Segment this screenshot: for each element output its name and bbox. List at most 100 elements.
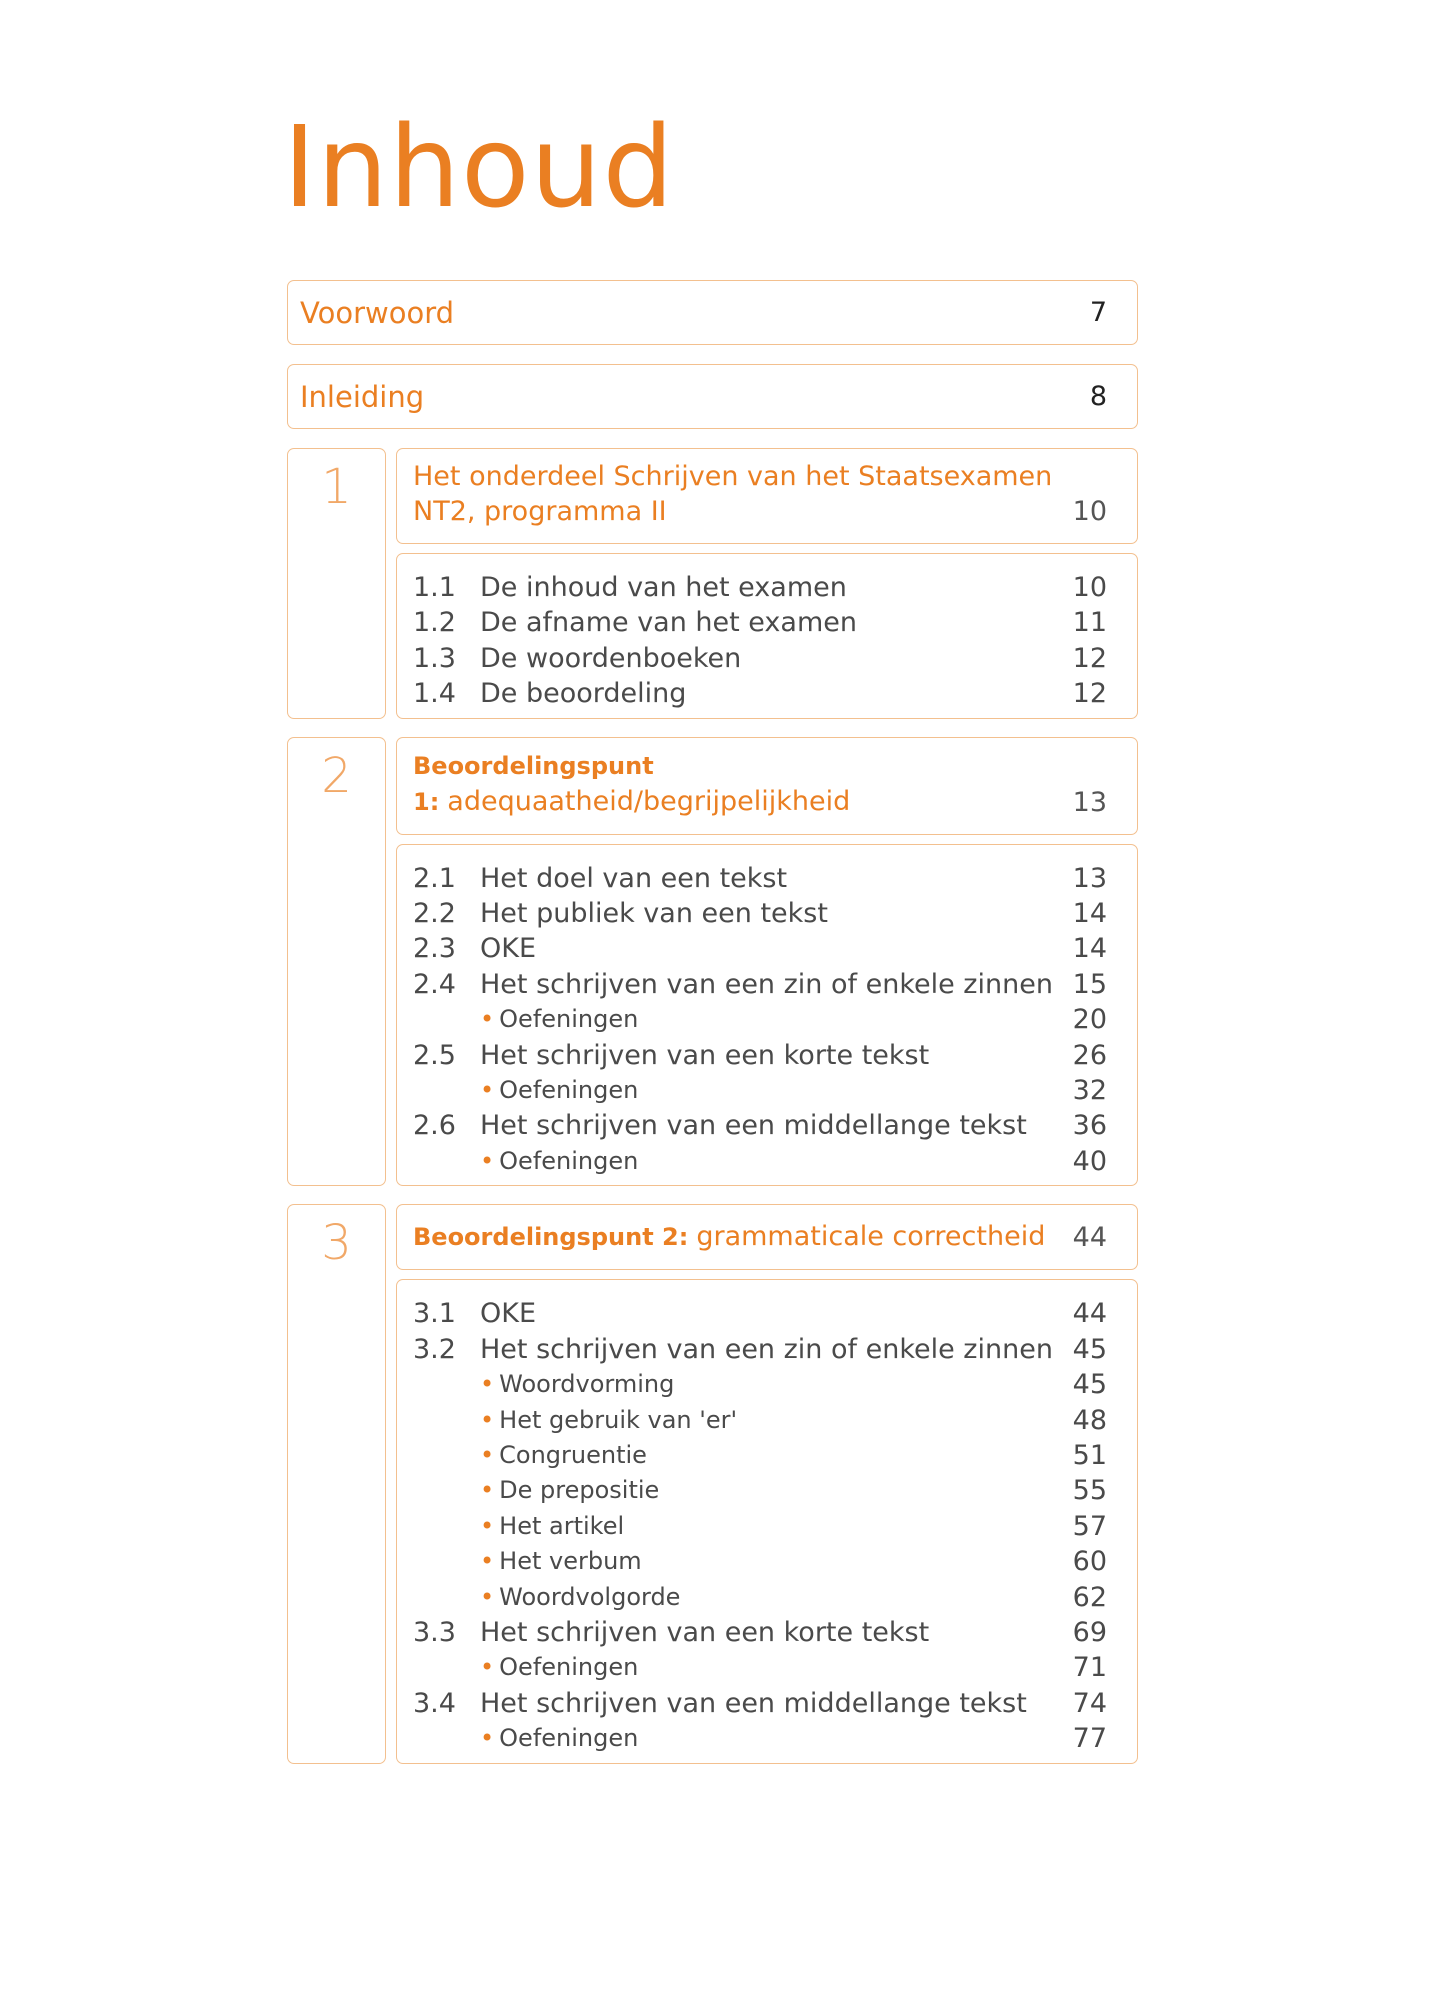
chapter-number: 3: [287, 1204, 386, 1764]
page-number: 44: [1072, 1222, 1107, 1254]
section-entry: 3.3 Het schrijven van een korte tekst 69: [413, 1615, 1107, 1650]
page-number: 69: [1072, 1616, 1107, 1648]
chapter-content: Beoordelingspunt 2: grammaticale correcth…: [396, 1204, 1138, 1764]
section-title: Het schrijven van een zin of enkele zinn…: [480, 968, 1053, 1000]
indent: [413, 1073, 480, 1108]
page-number: 7: [1089, 297, 1107, 328]
chapter: 1 Het onderdeel Schrijven van het Staatse…: [287, 448, 1138, 719]
section-title: De beoordeling: [480, 678, 687, 710]
section-number: 3.2: [413, 1333, 456, 1365]
indent: [413, 1473, 480, 1508]
section-title: Woordvolgorde: [480, 1580, 1073, 1615]
section-title: De inhoud van het examen: [480, 572, 847, 603]
heading-text: Het onderdeel Schrijven van het Staatsex…: [413, 459, 1053, 529]
section-entry: 3.1 OKE 44: [413, 1296, 1107, 1331]
page-number: 13: [1072, 786, 1107, 818]
page-number: 20: [1072, 1004, 1107, 1036]
heading-title: Het onderdeel Schrijven van het Staatsex…: [413, 461, 1053, 527]
section-number: 1.2: [413, 607, 456, 639]
page-number: 12: [1072, 642, 1107, 674]
section-title: OKE: [480, 1298, 537, 1330]
page-number: 8: [1089, 381, 1107, 412]
section-title: De prepositie: [480, 1473, 1073, 1508]
heading-label: Beoordelingspunt 2:: [413, 1223, 689, 1252]
section-title: Woordvorming: [480, 1367, 1073, 1402]
page-number: 71: [1072, 1652, 1107, 1684]
section-title: De woordenboeken: [480, 642, 742, 674]
section-title: Het verbum: [480, 1544, 1073, 1579]
section-title: Oefeningen: [480, 1721, 1073, 1756]
page-number: 10: [1072, 572, 1107, 603]
section-entry: 1.2 De afname van het examen 11: [413, 605, 1107, 640]
section-title: Het doel van een tekst: [480, 862, 788, 894]
chapter-number: 2: [287, 736, 386, 1187]
page-number: 44: [1072, 1298, 1107, 1330]
section-list: 2.1 Het doel van een tekst 13 2.2 Het publie…: [396, 843, 1138, 1187]
chapter-number: 1: [287, 448, 386, 719]
section-entry: 2.3 OKE 14: [413, 931, 1107, 966]
section-list: 1.1 De inhoud van het examen 10 1.2 De afnam…: [396, 553, 1138, 719]
indent: [413, 1002, 480, 1037]
section-entry: 1.4 De beoordeling 12: [413, 676, 1107, 711]
page-number: 40: [1072, 1145, 1107, 1177]
section-title: Oefeningen: [480, 1073, 1073, 1108]
section-title: Oefeningen: [480, 1650, 1073, 1685]
page-number: 51: [1072, 1439, 1107, 1471]
front-entry: Inleiding 8: [287, 364, 1138, 429]
chapter-heading: Beoordelingspunt 1: adequaatheid/begrijpe…: [396, 736, 1138, 835]
page-number: 36: [1072, 1110, 1107, 1142]
heading-title: grammaticale correctheid: [696, 1221, 1046, 1253]
indent: [413, 1144, 480, 1179]
heading-title: adequaatheid/begrijpelijkheid: [447, 785, 851, 817]
chapter-heading: Beoordelingspunt 2: grammaticale correcth…: [396, 1204, 1138, 1271]
section-title: Het schrijven van een korte tekst: [480, 1616, 930, 1648]
chapter-content: Beoordelingspunt 1: adequaatheid/begrijpe…: [396, 736, 1138, 1187]
indent: [413, 1403, 480, 1438]
section-number: 3.1: [413, 1298, 456, 1330]
section-title: Congruentie: [480, 1438, 1073, 1473]
title: Inhoud: [283, 103, 675, 233]
section-entry: 2.4 Het schrijven van een zin of enkele z…: [413, 967, 1107, 1002]
chapter: 3 Beoordelingspunt 2: grammaticale correct…: [287, 1204, 1138, 1764]
section-entry: 1.1 De inhoud van het examen 10: [413, 570, 1107, 605]
section-number: 3.4: [413, 1687, 456, 1719]
chapter-heading: Het onderdeel Schrijven van het Staatsex…: [396, 448, 1138, 544]
page-number: 26: [1072, 1039, 1107, 1071]
section-title: Oefeningen: [480, 1002, 1073, 1037]
page-number: 12: [1072, 678, 1107, 710]
page-number: 45: [1072, 1333, 1107, 1365]
page-number: 15: [1072, 968, 1107, 1000]
indent: [413, 1721, 480, 1756]
indent: [413, 1544, 480, 1579]
page-number: 55: [1072, 1475, 1107, 1507]
section-number: 2.5: [413, 1039, 456, 1071]
section-entry: Het gebruik van 'er'48: [413, 1403, 1107, 1438]
section-number: 2.1: [413, 862, 456, 894]
section-entry: 3.4 Het schrijven van een middellange tek…: [413, 1686, 1107, 1721]
section-title: Het schrijven van een middellange tekst: [480, 1110, 1027, 1142]
page-number: 60: [1072, 1546, 1107, 1578]
section-title: Het schrijven van een zin of enkele zinn…: [480, 1333, 1053, 1365]
section-title: Het gebruik van 'er': [480, 1403, 1073, 1438]
section-title: Het publiek van een tekst: [480, 898, 828, 930]
section-title: De afname van het examen: [480, 607, 857, 639]
section-title: Het schrijven van een middellange tekst: [480, 1687, 1027, 1719]
section-entry: 2.1 Het doel van een tekst 13: [413, 861, 1107, 896]
page-number: 10: [1072, 496, 1107, 527]
page-number: 77: [1072, 1723, 1107, 1755]
section-number: 1.3: [413, 642, 456, 674]
indent: [413, 1367, 480, 1402]
section-number: 2.4: [413, 968, 456, 1000]
page-number: 74: [1072, 1687, 1107, 1719]
section-title: Het schrijven van een korte tekst: [480, 1039, 930, 1071]
indent: [413, 1509, 480, 1544]
section-number: 1.1: [413, 572, 456, 603]
